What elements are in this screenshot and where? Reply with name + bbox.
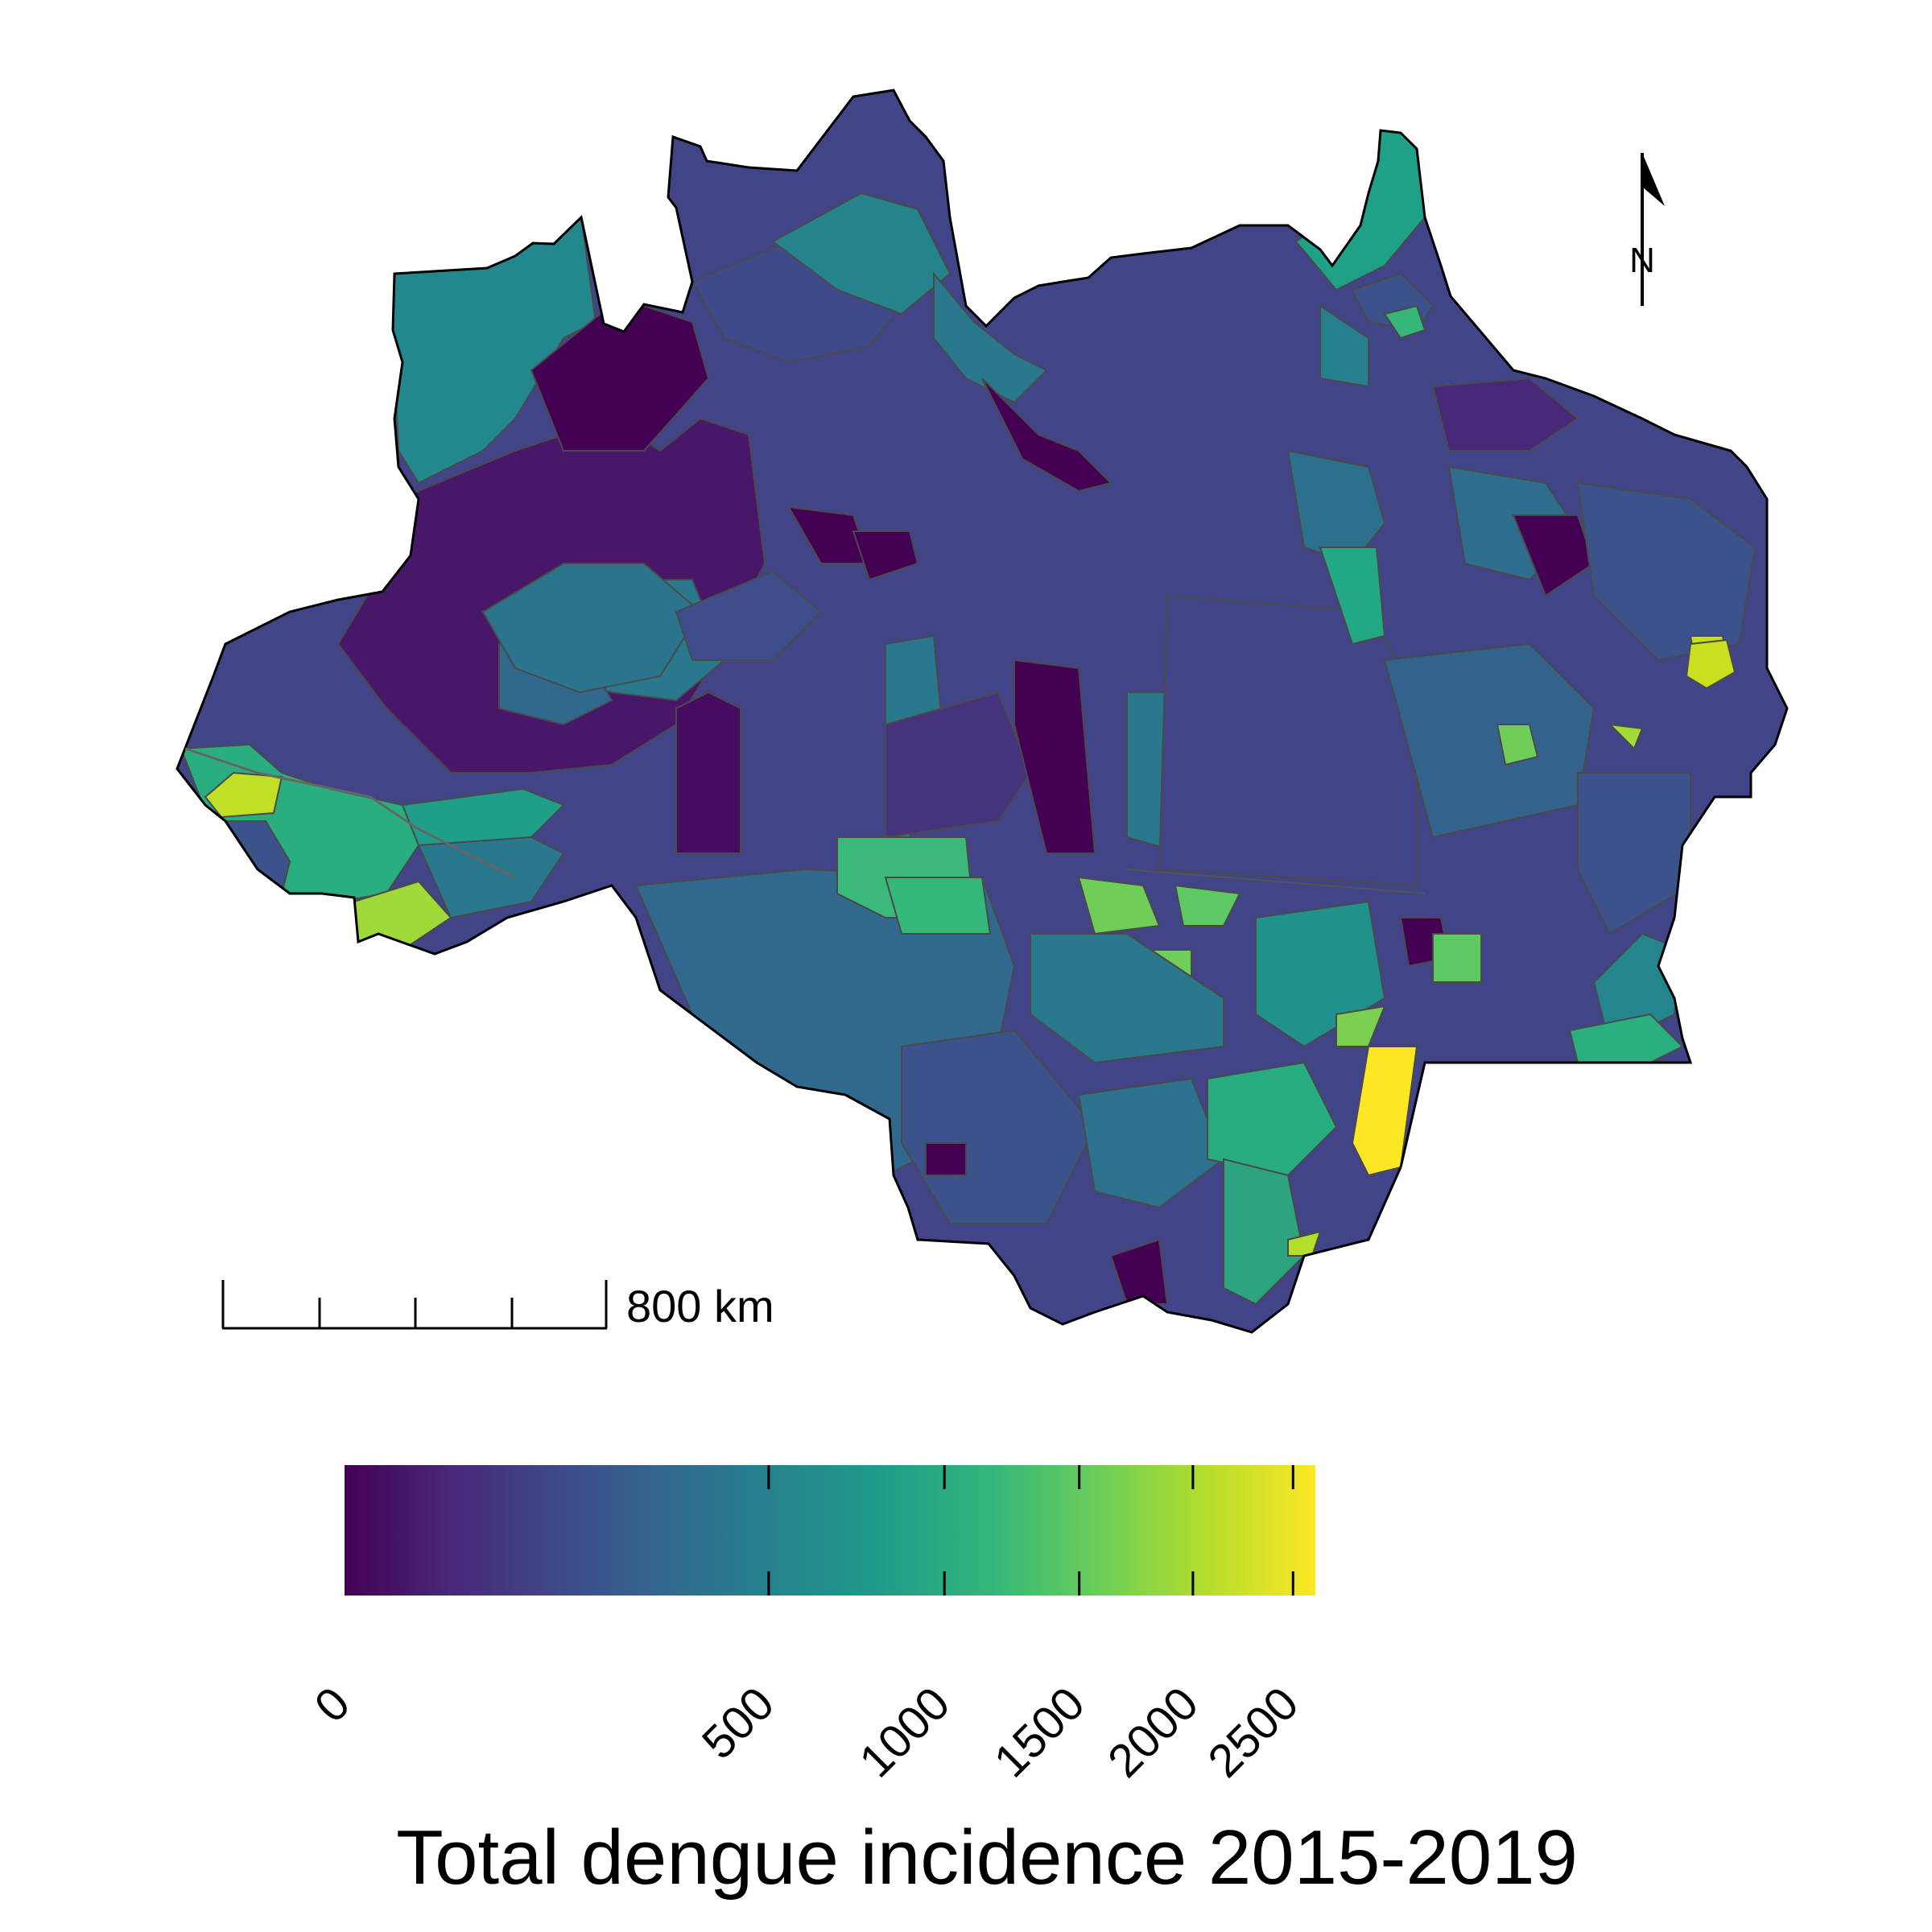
region-south-dark2 [1109, 1238, 1169, 1305]
north-arrow: N [1629, 153, 1665, 306]
region-east-purple [1158, 594, 1418, 887]
region-amapa-green [1383, 304, 1426, 340]
region-south-lime3 [1174, 884, 1241, 927]
region-ne-teal2 [1286, 449, 1386, 565]
state-border-line2 [1126, 869, 1426, 894]
region-center-teal [481, 563, 702, 694]
region-darkest-center [981, 378, 1113, 493]
region-cn-teal [771, 192, 952, 316]
legend-tick-label: 1500 [985, 1677, 1095, 1787]
legend-tick-label: 0 [304, 1677, 360, 1732]
region-ne-blue [1576, 481, 1757, 662]
region-ne-teal [1319, 304, 1369, 388]
scale-bar-label: 800 km [626, 1281, 774, 1331]
region-south-teal2 [1030, 933, 1224, 1064]
legend-tick-label: 500 [692, 1677, 784, 1769]
region-ne-purple [1431, 377, 1579, 452]
region-dark-block2 [1013, 658, 1096, 854]
north-arrow-label: N [1629, 241, 1655, 280]
region-south-green4 [1223, 1158, 1306, 1306]
region-south-green3 [1207, 1061, 1338, 1177]
north-arrow-head [1642, 153, 1665, 206]
region-east-mid [1383, 642, 1596, 839]
region-south-dark3 [925, 1142, 967, 1176]
region-center-purple [885, 691, 1032, 839]
region-east-lime2 [1608, 723, 1644, 750]
region-south-green2 [884, 877, 992, 935]
region-polygons [177, 90, 1787, 1332]
region-center-blue [675, 570, 823, 661]
region-east-yellow [1685, 638, 1736, 690]
region-east-green [1568, 1013, 1684, 1063]
region-east-lime [1496, 724, 1539, 766]
scale-bar: 800 km [221, 1280, 774, 1331]
region-east-blue [1577, 772, 1691, 935]
legend-tick-label: 2000 [1098, 1677, 1208, 1787]
region-south-teal4 [1077, 1077, 1225, 1209]
region-dark-small2 [852, 530, 919, 581]
region-south-lime6 [1432, 933, 1482, 983]
region-ne-green [1319, 547, 1386, 646]
region-sw-green [401, 787, 565, 847]
legend-tick-label: 2500 [1198, 1677, 1308, 1787]
legend-colorbar [345, 1465, 1315, 1596]
state-border-line [184, 747, 516, 879]
legend-tick-label: 1000 [849, 1677, 960, 1787]
region-cn-teal2 [933, 271, 1048, 404]
legend-title: Total dengue incidence 2015-2019 [396, 1814, 1578, 1901]
region-south-yellow [1351, 1046, 1418, 1177]
region-dark-block [675, 691, 741, 854]
region-south-lime [1077, 876, 1161, 935]
